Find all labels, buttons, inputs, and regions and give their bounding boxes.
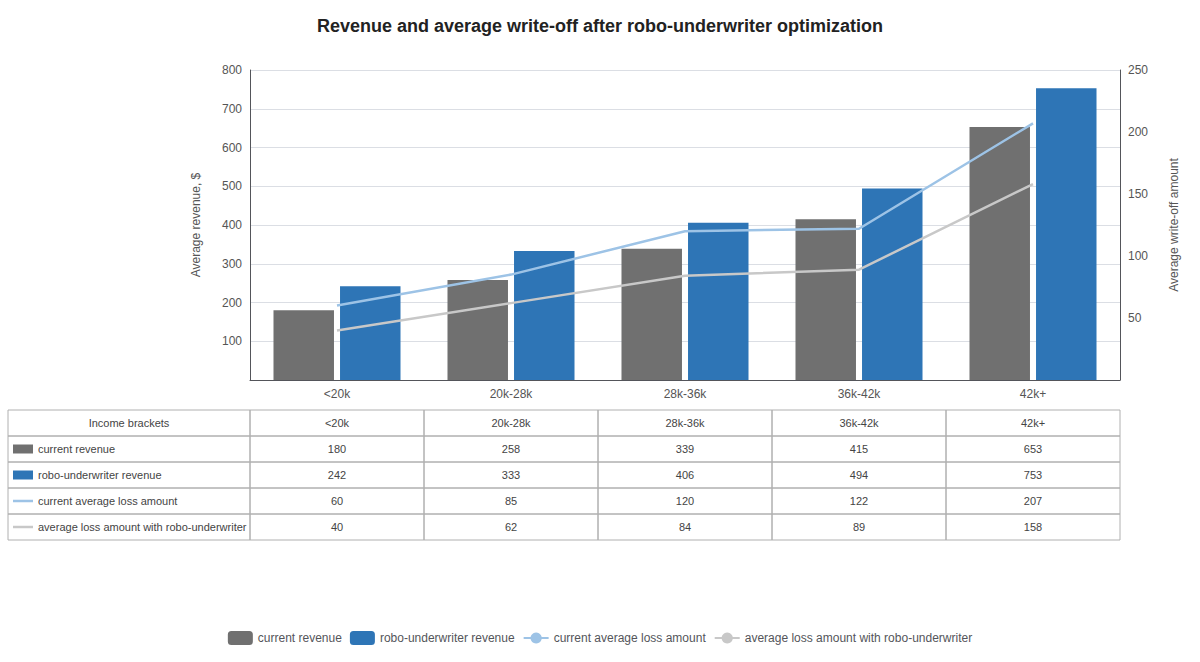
svg-text:100: 100: [1128, 249, 1148, 263]
svg-text:258: 258: [502, 443, 520, 455]
svg-text:300: 300: [222, 257, 242, 271]
svg-text:42k+: 42k+: [1021, 417, 1045, 429]
svg-text:120: 120: [676, 495, 694, 507]
svg-text:current average loss amount: current average loss amount: [554, 631, 707, 645]
svg-text:average loss amount with robo-: average loss amount with robo-underwrite…: [38, 521, 247, 533]
svg-text:89: 89: [853, 521, 865, 533]
svg-text:242: 242: [328, 469, 346, 481]
svg-text:42k+: 42k+: [1020, 387, 1046, 401]
svg-text:700: 700: [222, 102, 242, 116]
svg-text:250: 250: [1128, 63, 1148, 77]
svg-text:36k-42k: 36k-42k: [838, 387, 882, 401]
svg-text:85: 85: [505, 495, 517, 507]
svg-text:50: 50: [1128, 311, 1142, 325]
svg-text:Revenue and average write-off: Revenue and average write-off after robo…: [317, 16, 883, 36]
svg-text:robo-underwriter revenue: robo-underwriter revenue: [380, 631, 515, 645]
svg-text:200: 200: [222, 296, 242, 310]
svg-text:100: 100: [222, 334, 242, 348]
svg-text:122: 122: [850, 495, 868, 507]
svg-text:180: 180: [328, 443, 346, 455]
svg-text:<20k: <20k: [325, 417, 350, 429]
svg-text:62: 62: [505, 521, 517, 533]
svg-text:494: 494: [850, 469, 868, 481]
svg-text:207: 207: [1024, 495, 1042, 507]
svg-text:500: 500: [222, 179, 242, 193]
svg-text:400: 400: [222, 218, 242, 232]
svg-text:333: 333: [502, 469, 520, 481]
svg-text:<20k: <20k: [324, 387, 351, 401]
svg-text:600: 600: [222, 141, 242, 155]
svg-text:36k-42k: 36k-42k: [839, 417, 879, 429]
svg-text:653: 653: [1024, 443, 1042, 455]
svg-text:Income brackets: Income brackets: [89, 417, 170, 429]
svg-text:current revenue: current revenue: [38, 443, 115, 455]
svg-text:20k-28k: 20k-28k: [491, 417, 531, 429]
svg-text:robo-underwriter revenue: robo-underwriter revenue: [38, 469, 162, 481]
svg-text:Average revenue, $: Average revenue, $: [189, 172, 203, 277]
svg-text:339: 339: [676, 443, 694, 455]
svg-text:200: 200: [1128, 125, 1148, 139]
svg-text:800: 800: [222, 63, 242, 77]
svg-text:40: 40: [331, 521, 343, 533]
svg-text:28k-36k: 28k-36k: [664, 387, 708, 401]
svg-text:average loss amount with robo-: average loss amount with robo-underwrite…: [745, 631, 972, 645]
svg-text:20k-28k: 20k-28k: [490, 387, 534, 401]
svg-text:406: 406: [676, 469, 694, 481]
svg-text:60: 60: [331, 495, 343, 507]
svg-text:415: 415: [850, 443, 868, 455]
svg-text:current average loss amount: current average loss amount: [38, 495, 177, 507]
svg-text:158: 158: [1024, 521, 1042, 533]
svg-text:28k-36k: 28k-36k: [665, 417, 705, 429]
svg-text:current revenue: current revenue: [258, 631, 342, 645]
svg-text:753: 753: [1024, 469, 1042, 481]
svg-text:84: 84: [679, 521, 691, 533]
svg-text:150: 150: [1128, 187, 1148, 201]
svg-text:Average write-off amount: Average write-off amount: [1167, 158, 1181, 292]
